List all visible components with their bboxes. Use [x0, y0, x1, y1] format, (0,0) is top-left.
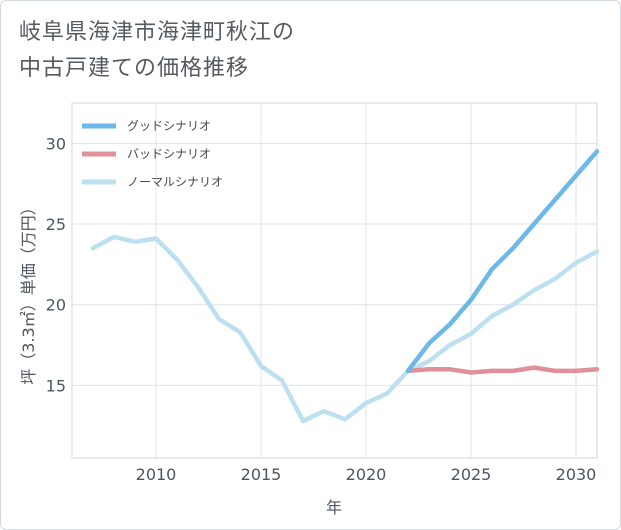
y-axis-title: 坪（3.3㎡）単価（万円）: [19, 199, 38, 384]
y-tick-labels: 15 20 25 30: [46, 134, 66, 395]
series-line-0: [405, 149, 600, 374]
chart-title-line-1: 岐阜県海津市海津町秋江の: [19, 20, 296, 45]
series-line-1: [405, 365, 600, 375]
y-tick-label: 30: [46, 134, 66, 153]
chart-title: 岐阜県海津市海津町秋江の 中古戸建ての価格推移: [19, 15, 295, 87]
grid-lines: [72, 103, 597, 458]
x-tick-label: 2030: [556, 465, 597, 484]
y-tick-label: 20: [46, 296, 66, 315]
x-axis-title: 年: [326, 498, 342, 517]
series-layer: [90, 149, 600, 424]
y-tick-label: 25: [46, 215, 66, 234]
series-line-2: [90, 234, 600, 424]
legend-label-2: ノーマルシナリオ: [127, 175, 223, 189]
x-tick-label: 2015: [241, 465, 282, 484]
legend-label-1: バッドシナリオ: [127, 147, 211, 161]
x-tick-label: 2020: [346, 465, 387, 484]
y-tick-label: 15: [46, 376, 66, 395]
x-tick-label: 2025: [451, 465, 492, 484]
x-tick-labels: 2010 2015 2020 2025 2030: [136, 465, 597, 484]
legend-label-0: グッドシナリオ: [127, 119, 211, 133]
plot-area-border: [71, 102, 598, 459]
chart-title-line-2: 中古戸建ての価格推移: [19, 56, 250, 81]
x-tick-label: 2010: [136, 465, 177, 484]
